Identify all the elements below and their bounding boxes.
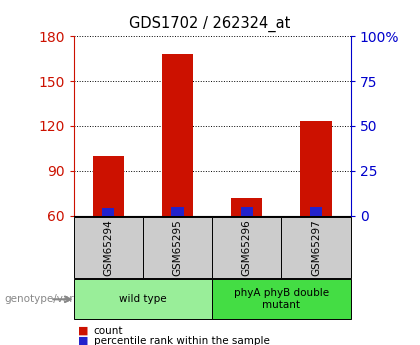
Text: ■: ■: [78, 326, 88, 335]
Bar: [171, 207, 184, 216]
Text: count: count: [94, 326, 123, 335]
Text: genotype/variation: genotype/variation: [4, 294, 103, 304]
Bar: [300, 121, 332, 216]
Bar: [241, 207, 253, 216]
Bar: [231, 198, 262, 216]
Text: GSM65294: GSM65294: [103, 219, 113, 276]
Bar: [162, 54, 193, 216]
Text: percentile rank within the sample: percentile rank within the sample: [94, 336, 270, 345]
Text: GSM65295: GSM65295: [173, 219, 182, 276]
Text: GSM65297: GSM65297: [311, 219, 321, 276]
Bar: [102, 208, 114, 216]
Text: ■: ■: [78, 336, 88, 345]
Text: GSM65296: GSM65296: [242, 219, 252, 276]
Text: GDS1702 / 262324_at: GDS1702 / 262324_at: [129, 16, 291, 32]
Text: phyA phyB double
mutant: phyA phyB double mutant: [234, 288, 329, 310]
Bar: [92, 156, 124, 216]
Text: wild type: wild type: [119, 294, 167, 304]
Bar: [310, 207, 322, 216]
